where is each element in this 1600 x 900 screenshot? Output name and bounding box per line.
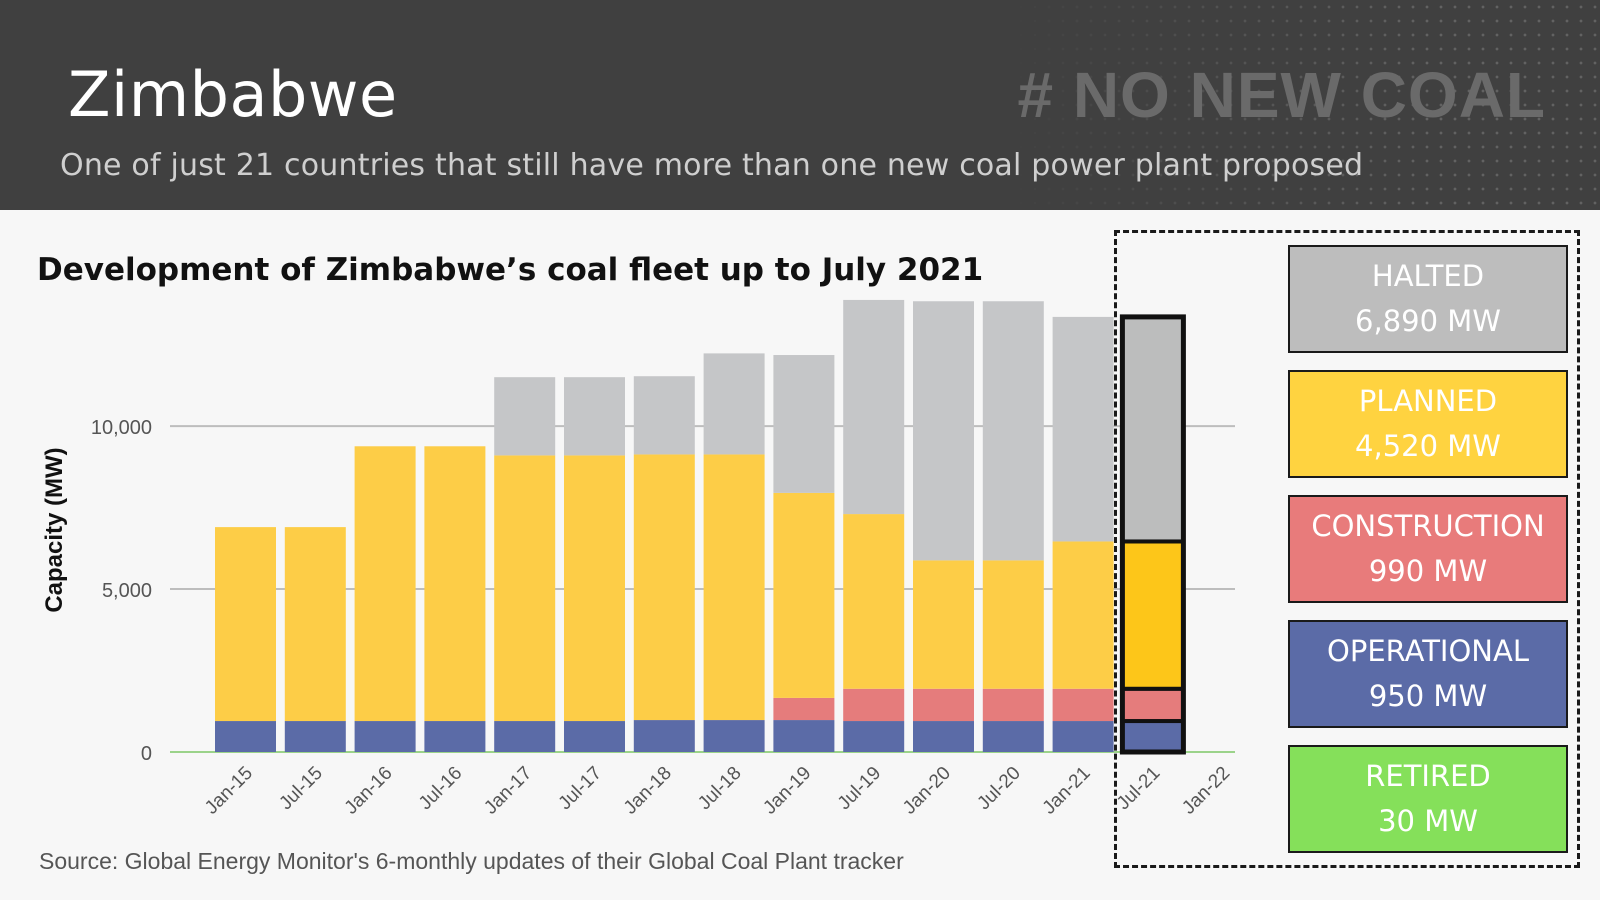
y-axis-label: Capacity (MW) (41, 447, 68, 612)
bar-segment-operational (564, 721, 625, 752)
bar-segment-halted (982, 301, 1044, 561)
legend-label: OPERATIONAL (1327, 634, 1529, 668)
x-tick-label: Jan-16 (341, 763, 397, 819)
x-tick-label: Jan-20 (899, 763, 955, 819)
bar-segment-halted (773, 355, 835, 493)
page-subtitle: One of just 21 countries that still have… (60, 148, 1364, 183)
x-tick-label: Jul-19 (834, 763, 885, 814)
bar-segment-planned (633, 454, 695, 721)
x-tick-label: Jul-17 (555, 763, 606, 814)
legend-value: 4,520 MW (1355, 429, 1501, 463)
bar-segment-operational (913, 721, 974, 752)
legend-label: RETIRED (1365, 759, 1491, 793)
dot-pattern (1000, 0, 1600, 210)
bar-segment-construction (913, 688, 974, 722)
bar-segment-halted (1052, 316, 1114, 542)
chart-title: Development of Zimbabwe’s coal fleet up … (37, 252, 984, 288)
x-tick-label: Jan-18 (620, 763, 676, 819)
bar-segment-planned (1052, 541, 1114, 689)
bar-segment-operational (424, 721, 486, 752)
x-tick-label: Jul-20 (973, 763, 1024, 814)
legend-retired: RETIRED 30 MW (1288, 745, 1568, 853)
bar-segment-halted (843, 299, 905, 515)
bar-segment-operational (494, 721, 556, 752)
x-tick-label: Jul-18 (694, 763, 745, 814)
x-tick-label: Jul-15 (275, 763, 326, 814)
y-tick-label: 0 (141, 743, 152, 765)
highlight-box (1114, 230, 1580, 868)
source-note: Source: Global Energy Monitor's 6-monthl… (39, 848, 904, 874)
legend-label: PLANNED (1358, 384, 1498, 418)
y-tick-label: 5,000 (102, 580, 152, 602)
bar-segment-planned (773, 492, 835, 698)
bar-segment-planned (564, 455, 625, 722)
bar-segment-operational (215, 721, 276, 752)
bar-segment-halted (564, 377, 625, 456)
bar-segment-operational (843, 721, 905, 752)
bar-segment-operational (633, 720, 695, 752)
x-tick-label: Jan-21 (1039, 763, 1095, 819)
bar-segment-construction (773, 697, 835, 721)
bar-segment-construction (843, 688, 905, 722)
legend-planned: PLANNED 4,520 MW (1288, 370, 1568, 478)
x-tick-label: Jan-19 (759, 763, 815, 819)
bar-segment-construction (1052, 688, 1114, 722)
highlight-bar-outline (1119, 314, 1186, 755)
bars (215, 299, 1186, 755)
legend-label: CONSTRUCTION (1311, 509, 1545, 543)
bar-segment-operational (703, 720, 765, 752)
legend-value: 950 MW (1368, 679, 1488, 713)
legend-operational: OPERATIONAL 950 MW (1288, 620, 1568, 728)
bar-segment-operational (1052, 721, 1114, 752)
bar-segment-planned (703, 454, 765, 721)
bar-segment-planned (843, 514, 905, 689)
bar-segment-planned (494, 455, 556, 722)
bar-segment-halted (703, 353, 765, 455)
x-tick-label: Jan-17 (480, 763, 536, 819)
legend-value: 30 MW (1378, 804, 1478, 838)
legend-halted: HALTED 6,890 MW (1288, 245, 1568, 353)
bar-segment-planned (215, 527, 276, 722)
bar-segment-operational (982, 721, 1044, 752)
bar-segment-operational (773, 720, 835, 752)
campaign-hashtag: # NO NEW COAL (1017, 59, 1546, 131)
y-tick-label: 10,000 (91, 417, 152, 439)
header-banner: Zimbabwe # NO NEW COAL One of just 21 co… (0, 0, 1600, 210)
bar-segment-planned (424, 446, 486, 722)
x-tick-label: Jan-15 (201, 763, 257, 819)
bar-segment-construction (982, 688, 1044, 722)
bar-segment-planned (284, 527, 346, 722)
bar-segment-halted (633, 376, 695, 455)
legend-value: 990 MW (1368, 554, 1488, 588)
bar-segment-planned (354, 446, 416, 722)
bar-segment-halted (494, 377, 556, 456)
bar-segment-planned (982, 560, 1044, 689)
bar-segment-halted (913, 301, 974, 561)
x-tick-label: Jul-16 (415, 763, 466, 814)
bar-segment-operational (354, 721, 416, 752)
bar-segment-operational (284, 721, 346, 752)
legend-value: 6,890 MW (1355, 304, 1501, 338)
legend-label: HALTED (1371, 259, 1485, 293)
page-title: Zimbabwe (68, 58, 398, 131)
legend-construction: CONSTRUCTION 990 MW (1288, 495, 1568, 603)
bar-segment-planned (913, 560, 974, 689)
